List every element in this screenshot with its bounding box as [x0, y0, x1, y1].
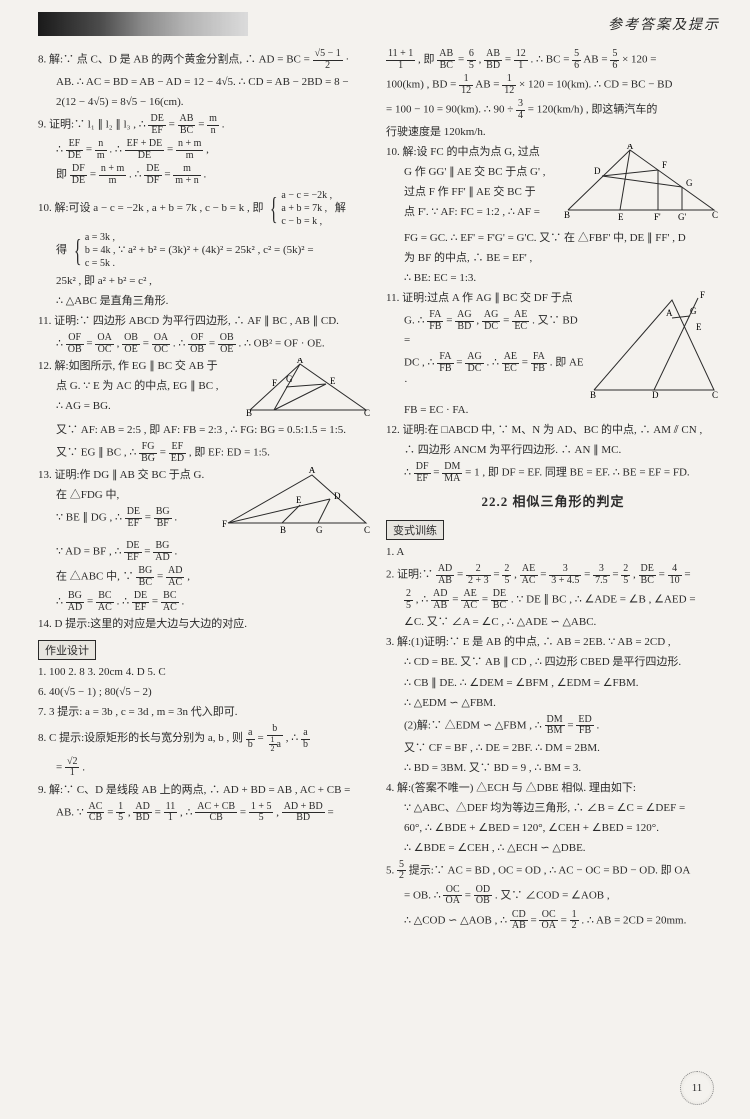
left-column: 8. 解:∵ 点 C、D 是 AB 的两个黄金分割点, ∴ AD = BC = …: [38, 48, 372, 935]
q12-line5: 又∵ EG ∥ BC , ∴ FGBG = EFED , 即 EF: ED = …: [38, 442, 372, 464]
bx-a1: 1. A: [386, 544, 720, 561]
bx5-l1: 5. 52 提示:∵ AC = BD , OC = OD , ∴ AC − OC…: [386, 860, 720, 882]
q8-line1: 8. 解:∵ 点 C、D 是 AB 的两个黄金分割点, ∴ AD = BC = …: [38, 49, 372, 71]
q13-line6: ∴ BGAD = BCAC . ∴ DEEF = BCAC .: [38, 591, 372, 613]
svg-text:C: C: [364, 408, 370, 418]
svg-text:B: B: [564, 210, 570, 220]
hw-line6: 9. 解:∵ C、D 是线段 AB 上的两点, ∴ AD + BD = AB ,…: [38, 782, 372, 799]
svg-text:E: E: [296, 495, 302, 505]
two-columns: 8. 解:∵ 点 C、D 是 AB 的两个黄金分割点, ∴ AD = BC = …: [38, 48, 720, 935]
q12-line4: 又∵ AF: AB = 2:5 , 即 AF: FB = 2:3 , ∴ FG:…: [38, 422, 372, 439]
svg-text:A: A: [309, 467, 316, 475]
svg-text:F': F': [654, 212, 661, 222]
bx5-l2: = OB. ∴ OCOA = ODOB . 又∵ ∠COD = ∠AOB ,: [386, 885, 720, 907]
svg-text:G: G: [690, 306, 697, 316]
hw-title-box: 作业设计: [38, 640, 96, 660]
q8-frac1: √5 − 12: [313, 49, 343, 71]
figure-r10: A B C D E F F' G G': [564, 144, 720, 228]
q10-line1: 10. 解:可设 a − c = −2k , a + b = 7k , c − …: [38, 189, 372, 228]
q11-line2: ∴ OFOB = OAOC , OBOE = OAOC . ∴ OFOB = O…: [38, 333, 372, 355]
svg-text:B: B: [246, 408, 252, 418]
right-column: 11 + 11 , 即 ABBC = 65 , ABBD = 121 . ∴ B…: [386, 48, 720, 935]
hw-line7: AB. ∵ ACCB = 15 , ADBD = 111 , ∴ AC + CB…: [38, 802, 372, 824]
q9-line3: 即 DFDE = n + mm . ∴ DEDF = mm + n .: [38, 164, 372, 186]
svg-text:F: F: [662, 160, 667, 170]
svg-text:F: F: [222, 519, 227, 529]
svg-text:B: B: [590, 390, 596, 400]
figure-q12: A B C E F G: [244, 358, 372, 420]
svg-text:A: A: [666, 308, 673, 318]
q10-line4: ∴ △ABC 是直角三角形.: [38, 293, 372, 310]
q14: 14. D 提示:这里的对应是大边与大边的对应.: [38, 616, 372, 633]
svg-text:C: C: [712, 210, 718, 220]
q8-text: 8. 解:∵ 点 C、D 是 AB 的两个黄金分割点, ∴ AD = BC =: [38, 54, 310, 66]
svg-text:E: E: [696, 322, 702, 332]
bx2-l2: 25 , ∴ ADAB = AEAC = DEBC . ∵ DE ∥ BC , …: [386, 589, 720, 611]
figure-q13: A B C D E F G: [222, 467, 372, 539]
header-graphic: [38, 12, 248, 36]
cont-line2: 100(km) , BD = 112 AB = 112 × 120 = 10(k…: [386, 74, 720, 96]
svg-text:E: E: [618, 212, 624, 222]
triangle-icon: A B C D E F G: [590, 290, 720, 400]
page-header: 参考答案及提示: [38, 10, 720, 38]
triangle-icon: A B C D E F G: [222, 467, 372, 539]
q9-line2: ∴ EFDE = nm . ∴ EF + DEDE = n + mm ,: [38, 139, 372, 161]
svg-text:G: G: [686, 178, 693, 188]
svg-text:A: A: [627, 144, 634, 151]
svg-text:G: G: [286, 374, 293, 384]
triangle-icon: A B C D E F F' G G': [564, 144, 720, 228]
svg-text:G: G: [316, 525, 323, 535]
hw-line3: 7. 3 提示: a = 3b , c = 3d , m = 3n 代入即可.: [38, 704, 372, 721]
svg-text:E: E: [330, 376, 336, 386]
triangle-icon: A B C E F G: [244, 358, 372, 420]
cont-line1: 11 + 11 , 即 ABBC = 65 , ABBD = 121 . ∴ B…: [386, 49, 720, 71]
page-number: 11: [680, 1071, 714, 1105]
hw-line2: 6. 40(√5 − 1) ; 80(√5 − 2): [38, 684, 372, 701]
hw-line4: 8. C 提示:设原矩形的长与宽分别为 a, b , 则 ab = b12a ,…: [38, 724, 372, 753]
svg-text:G': G': [678, 212, 686, 222]
svg-text:F: F: [700, 290, 705, 300]
svg-text:F: F: [272, 378, 277, 388]
q8-line2: AB. ∴ AC = BD = AB − AD = 12 − 4√5. ∴ CD…: [38, 74, 372, 91]
svg-text:D: D: [334, 491, 341, 501]
bx-title-box: 变式训练: [386, 520, 444, 540]
svg-text:C: C: [712, 390, 718, 400]
svg-text:B: B: [280, 525, 286, 535]
bx2-l1: 2. 证明:∵ ADAB = 22 + 3 = 25 , AEAC = 33 +…: [386, 564, 720, 586]
header-title: 参考答案及提示: [608, 14, 720, 34]
q10-line3: 25k² , 即 a² + b² = c² ,: [38, 273, 372, 290]
svg-text:A: A: [297, 358, 304, 365]
q13-line5: 在 △ABC 中, ∵ BGBC = ADAC ,: [38, 566, 372, 588]
figure-r11: A B C D E F G: [590, 290, 720, 400]
q11-line1: 11. 证明:∵ 四边形 ABCD 为平行四边形, ∴ AF ∥ BC , AB…: [38, 313, 372, 330]
bx5-l3: ∴ △COD ∽ △AOB , ∴ CDAB = OCOA = 12 . ∴ A…: [386, 910, 720, 932]
r12-l1: 12. 证明:在 □ABCD 中, ∵ M、N 为 AD、BC 的中点, ∴ A…: [386, 422, 720, 439]
section-title: 22.2 相似三角形的判定: [386, 491, 720, 510]
q8-line3: 2(12 − 4√5) = 8√5 − 16(cm).: [38, 94, 372, 111]
q10-line2: 得 { a = 3k ,b = 4k ,c = 5k . ∵ a² + b² =…: [38, 231, 372, 270]
bx3-l5: (2)解:∵ △EDM ∽ △FBM , ∴ DMBM = EDFB .: [386, 715, 720, 737]
q9-line1: 9. 证明:∵ l₁ ∥ l₂ ∥ l₃ , ∴ DEEF = ABBC = m…: [38, 114, 372, 136]
hw-line5: = √21 .: [38, 757, 372, 779]
cont-line4: 行驶速度是 120km/h.: [386, 124, 720, 141]
svg-text:D: D: [594, 166, 601, 176]
svg-text:D: D: [652, 390, 659, 400]
cont-line3: = 100 − 10 = 90(km). ∴ 90 ÷ 34 = 120(km/…: [386, 99, 720, 121]
r12-l3: ∴ DFEF = DMMA = 1 , 即 DF = EF. 同理 BE = E…: [386, 462, 720, 484]
q13-line4: ∵ AD = BF , ∴ DEEF = BGAD .: [38, 541, 372, 563]
svg-text:C: C: [364, 525, 370, 535]
hw-line1: 1. 100 2. 8 3. 20cm 4. D 5. C: [38, 664, 372, 681]
page: 参考答案及提示 8. 解:∵ 点 C、D 是 AB 的两个黄金分割点, ∴ AD…: [0, 0, 750, 1119]
